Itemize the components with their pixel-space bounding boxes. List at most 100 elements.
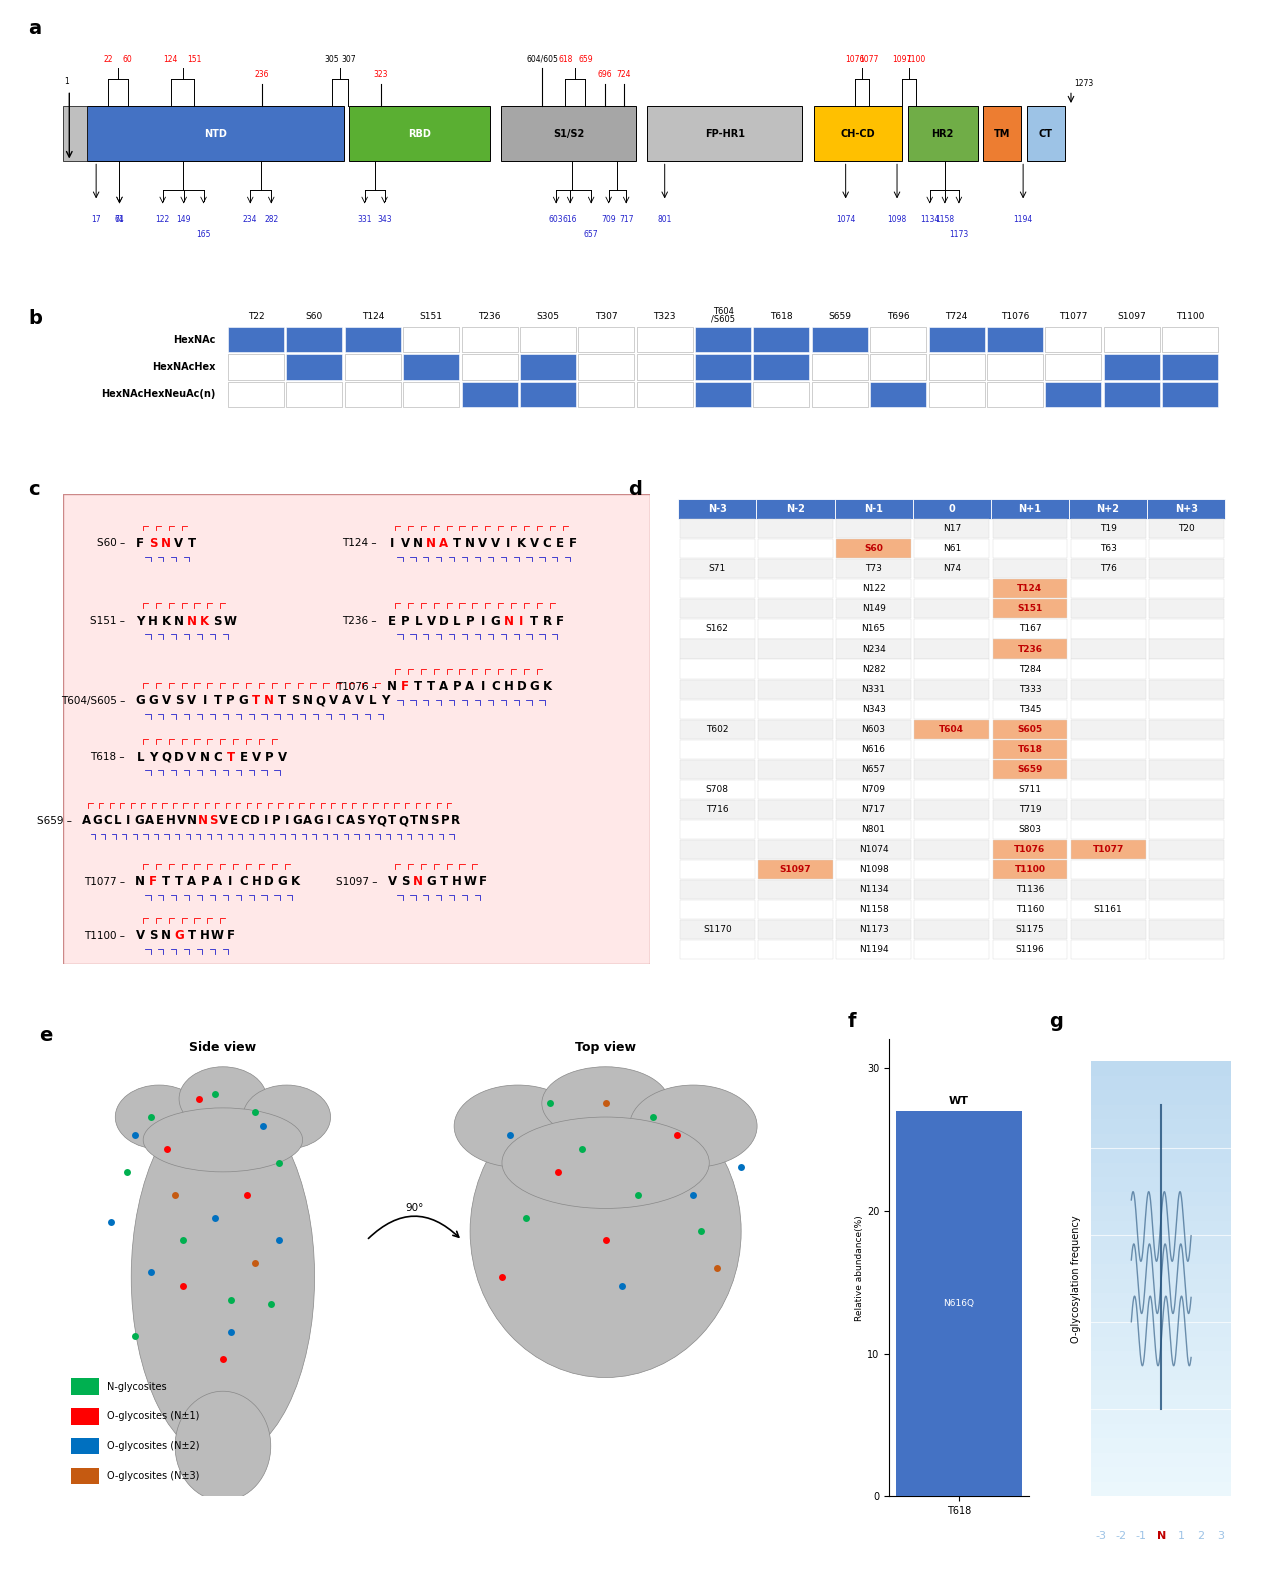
Text: 90°: 90° xyxy=(405,1202,424,1213)
Text: A: A xyxy=(303,814,312,828)
Text: F: F xyxy=(136,538,145,550)
Text: P: P xyxy=(265,750,274,764)
Bar xyxy=(812,327,868,352)
Text: 305: 305 xyxy=(325,56,339,63)
Text: 282: 282 xyxy=(264,214,278,224)
Text: 124: 124 xyxy=(164,56,178,63)
Text: N122: N122 xyxy=(862,584,886,593)
Text: T: T xyxy=(253,695,260,707)
Bar xyxy=(1148,860,1223,879)
Text: T345: T345 xyxy=(1019,704,1041,714)
Text: 1074: 1074 xyxy=(836,214,855,224)
Text: V: V xyxy=(174,538,184,550)
Text: RBD: RBD xyxy=(409,128,431,138)
Ellipse shape xyxy=(503,1117,709,1209)
Text: Q: Q xyxy=(316,695,326,707)
Text: T1076: T1076 xyxy=(1001,312,1029,320)
Text: T124: T124 xyxy=(362,312,385,320)
Bar xyxy=(992,760,1067,779)
Text: 149: 149 xyxy=(176,214,190,224)
Text: N: N xyxy=(187,614,197,628)
Text: 60: 60 xyxy=(123,56,132,63)
Bar xyxy=(754,382,810,408)
Bar xyxy=(836,839,911,860)
Text: 331: 331 xyxy=(358,214,372,224)
Bar xyxy=(678,498,756,519)
Text: S1196: S1196 xyxy=(1015,945,1044,953)
Bar xyxy=(915,899,989,918)
Text: W: W xyxy=(211,929,225,942)
Text: S: S xyxy=(175,695,183,707)
Text: G: G xyxy=(277,875,287,888)
Text: T1077: T1077 xyxy=(1060,312,1088,320)
Bar xyxy=(915,860,989,879)
Text: 2: 2 xyxy=(1198,1530,1204,1542)
Bar xyxy=(1071,620,1146,639)
Text: S: S xyxy=(208,814,217,828)
Bar xyxy=(1091,1250,1231,1264)
Text: G: G xyxy=(313,814,324,828)
Text: D: D xyxy=(516,680,527,693)
Text: T: T xyxy=(188,538,195,550)
Bar xyxy=(992,519,1067,538)
Bar xyxy=(1148,720,1223,739)
Bar xyxy=(1148,699,1223,718)
Bar xyxy=(1091,1207,1231,1221)
Bar xyxy=(915,739,989,758)
Text: b: b xyxy=(28,309,42,328)
Text: G: G xyxy=(148,695,159,707)
Bar xyxy=(836,940,911,960)
Bar xyxy=(992,860,1067,879)
Text: I: I xyxy=(264,814,268,828)
Text: H: H xyxy=(452,875,462,888)
Bar xyxy=(992,639,1067,658)
Text: K: K xyxy=(291,875,299,888)
Text: H: H xyxy=(504,680,514,693)
Text: T: T xyxy=(188,929,195,942)
Bar xyxy=(836,600,911,619)
Bar xyxy=(991,498,1068,519)
Bar xyxy=(871,382,926,408)
Bar xyxy=(987,354,1043,379)
Text: S659: S659 xyxy=(1018,764,1043,774)
Bar xyxy=(758,639,832,658)
Bar xyxy=(992,839,1067,860)
Bar xyxy=(647,106,802,162)
Text: K: K xyxy=(161,614,170,628)
Text: N+2: N+2 xyxy=(1096,504,1119,514)
Text: F: F xyxy=(556,614,563,628)
Text: N709: N709 xyxy=(862,785,886,793)
Text: N: N xyxy=(387,680,397,693)
Text: N-glycosites: N-glycosites xyxy=(108,1381,168,1391)
Text: T: T xyxy=(530,614,538,628)
Bar xyxy=(912,498,991,519)
Text: N: N xyxy=(161,538,171,550)
Bar xyxy=(1071,760,1146,779)
Text: S305: S305 xyxy=(537,312,560,320)
Text: S71: S71 xyxy=(708,565,726,574)
Bar xyxy=(915,679,989,698)
Text: I: I xyxy=(284,814,289,828)
Bar xyxy=(992,920,1067,939)
Text: N1134: N1134 xyxy=(859,885,888,895)
Bar xyxy=(915,660,989,679)
Text: 1: 1 xyxy=(65,76,70,86)
Text: N: N xyxy=(414,875,423,888)
Bar xyxy=(345,354,401,379)
Bar xyxy=(1091,1061,1231,1075)
Bar xyxy=(1091,1191,1231,1207)
Bar xyxy=(992,820,1067,839)
Bar xyxy=(754,327,810,352)
Text: T: T xyxy=(213,695,222,707)
Bar xyxy=(1071,579,1146,598)
Text: T73: T73 xyxy=(865,565,882,574)
Bar xyxy=(915,539,989,558)
Text: G: G xyxy=(491,614,500,628)
Text: P: P xyxy=(272,814,280,828)
Text: 323: 323 xyxy=(374,70,388,79)
Text: T719: T719 xyxy=(1019,804,1042,814)
Text: E: E xyxy=(240,750,247,764)
Text: 74: 74 xyxy=(114,214,124,224)
Bar xyxy=(1148,519,1223,538)
Bar xyxy=(758,539,832,558)
